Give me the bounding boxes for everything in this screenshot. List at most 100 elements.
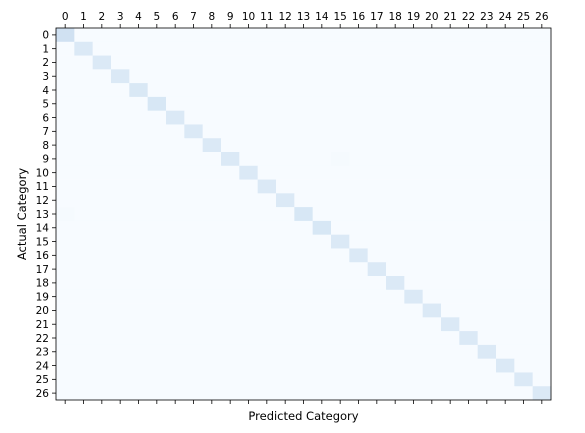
cell-5-0 [56, 96, 75, 111]
cell-6-5 [147, 110, 167, 125]
cell-24-5 [147, 358, 167, 373]
cell-0-1 [74, 28, 93, 43]
y-tick-label-14: 14 [36, 223, 50, 235]
cell-25-0 [56, 372, 75, 387]
cell-3-12 [276, 69, 295, 84]
y-tick-label-25: 25 [36, 374, 49, 386]
cell-16-5 [147, 248, 167, 263]
cell-16-24 [496, 248, 515, 263]
cell-18-22 [459, 276, 478, 291]
cell-0-7 [184, 28, 203, 43]
cell-16-4 [129, 248, 148, 263]
y-tick-label-13: 13 [36, 209, 49, 221]
cell-21-10 [239, 317, 258, 332]
cell-24-7 [184, 358, 203, 373]
cell-11-18 [386, 179, 405, 194]
cell-0-20 [422, 28, 442, 43]
cell-12-11 [257, 193, 277, 208]
cell-26-14 [312, 386, 332, 401]
cell-9-22 [459, 152, 478, 167]
cell-6-21 [441, 110, 460, 125]
cell-1-19 [404, 41, 423, 56]
cell-17-18 [386, 262, 405, 277]
cell-6-4 [129, 110, 148, 125]
x-tick-label-6: 6 [172, 11, 179, 23]
cell-9-26 [532, 152, 552, 167]
cell-17-15 [331, 262, 350, 277]
cell-10-13 [294, 165, 313, 180]
cell-20-16 [349, 303, 368, 318]
cell-0-26 [532, 28, 552, 43]
cell-17-23 [477, 262, 497, 277]
cell-7-0 [56, 124, 75, 139]
cell-14-0 [56, 220, 75, 235]
x-tick-label-3: 3 [117, 11, 124, 23]
cell-2-17 [367, 55, 387, 70]
cell-24-2 [92, 358, 112, 373]
cell-23-7 [184, 344, 203, 359]
cell-24-19 [404, 358, 423, 373]
cell-17-3 [111, 262, 130, 277]
cell-11-14 [312, 179, 332, 194]
cell-5-12 [276, 96, 295, 111]
cell-12-25 [514, 193, 533, 208]
y-tick-label-3: 3 [42, 71, 49, 83]
cell-12-0 [56, 193, 75, 208]
cell-18-23 [477, 276, 497, 291]
cell-2-6 [166, 55, 185, 70]
cell-18-18 [386, 276, 405, 291]
cell-18-16 [349, 276, 368, 291]
cell-18-25 [514, 276, 533, 291]
cell-21-3 [111, 317, 130, 332]
cell-5-21 [441, 96, 460, 111]
cell-23-8 [202, 344, 222, 359]
cell-6-9 [221, 110, 240, 125]
cell-25-10 [239, 372, 258, 387]
cell-18-1 [74, 276, 93, 291]
cell-4-3 [111, 83, 130, 98]
cell-16-25 [514, 248, 533, 263]
cell-3-20 [422, 69, 442, 84]
cell-13-7 [184, 207, 203, 222]
cell-21-24 [496, 317, 515, 332]
cell-26-3 [111, 386, 130, 401]
cell-4-20 [422, 83, 442, 98]
cell-1-10 [239, 41, 258, 56]
cell-18-6 [166, 276, 185, 291]
cell-8-0 [56, 138, 75, 153]
y-tick-label-26: 26 [36, 388, 50, 400]
cell-9-3 [111, 152, 130, 167]
cell-24-4 [129, 358, 148, 373]
cell-24-14 [312, 358, 332, 373]
cell-8-2 [92, 138, 112, 153]
x-axis-title: Predicted Category [248, 409, 358, 423]
cell-24-9 [221, 358, 240, 373]
cell-12-14 [312, 193, 332, 208]
cell-25-2 [92, 372, 112, 387]
x-tick-label-12: 12 [278, 11, 291, 23]
cell-13-1 [74, 207, 93, 222]
x-tick-label-1: 1 [80, 11, 87, 23]
cell-5-19 [404, 96, 423, 111]
cell-11-20 [422, 179, 442, 194]
cell-7-6 [166, 124, 185, 139]
cell-14-15 [331, 220, 350, 235]
x-tick-label-7: 7 [190, 11, 197, 23]
cell-6-15 [331, 110, 350, 125]
cell-1-23 [477, 41, 497, 56]
cell-26-7 [184, 386, 203, 401]
cell-9-19 [404, 152, 423, 167]
cell-18-3 [111, 276, 130, 291]
cell-25-1 [74, 372, 93, 387]
cell-26-18 [386, 386, 405, 401]
cell-7-12 [276, 124, 295, 139]
cell-2-11 [257, 55, 277, 70]
cell-26-4 [129, 386, 148, 401]
cell-13-3 [111, 207, 130, 222]
cell-1-22 [459, 41, 478, 56]
cell-24-16 [349, 358, 368, 373]
cell-9-5 [147, 152, 167, 167]
cell-17-8 [202, 262, 222, 277]
cell-10-1 [74, 165, 93, 180]
cell-13-20 [422, 207, 442, 222]
